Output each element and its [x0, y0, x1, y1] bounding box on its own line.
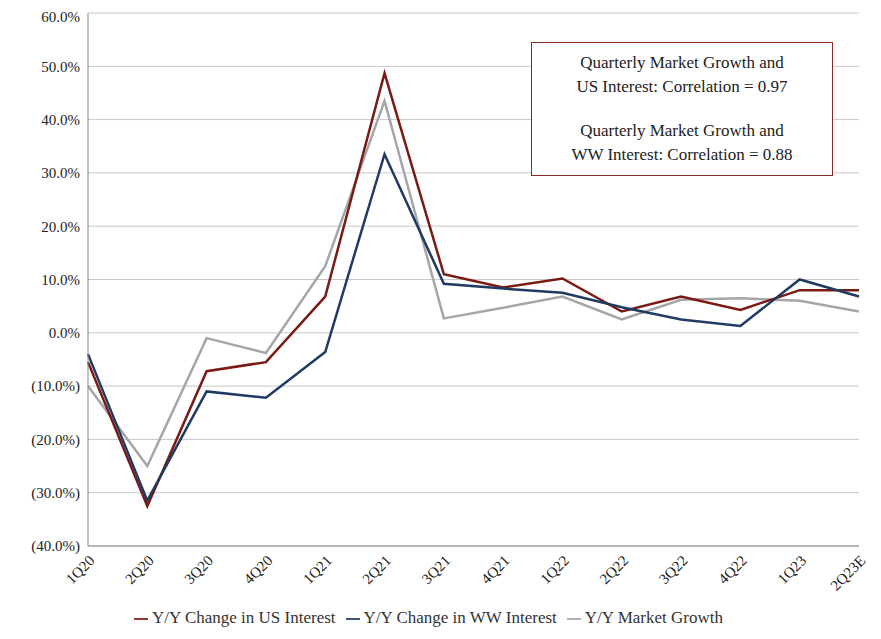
- svg-text:30.0%: 30.0%: [41, 165, 80, 181]
- svg-text:1Q23: 1Q23: [774, 552, 809, 587]
- html-text:US Interest: Correlation = 0.9: US Interest: Correlation = 0.97: [576, 77, 788, 96]
- svg-text:0.0%: 0.0%: [49, 325, 80, 341]
- svg-text:4Q20: 4Q20: [241, 552, 276, 587]
- svg-text:(40.0%): (40.0%): [31, 538, 80, 555]
- svg-text:2Q21: 2Q21: [359, 552, 394, 587]
- html-text:WW Interest: Correlation = 0.8: WW Interest: Correlation = 0.88: [571, 145, 793, 164]
- svg-text:60.0%: 60.0%: [41, 9, 80, 25]
- html-text:Y/Y Market Growth: Y/Y Market Growth: [584, 608, 723, 627]
- svg-text:10.0%: 10.0%: [41, 272, 80, 288]
- svg-text:1Q21: 1Q21: [300, 552, 335, 587]
- svg-text:2Q20: 2Q20: [122, 552, 157, 587]
- svg-text:50.0%: 50.0%: [41, 59, 80, 75]
- html-text:Quarterly Market Growth and: Quarterly Market Growth and: [580, 53, 784, 72]
- svg-text:4Q21: 4Q21: [478, 552, 513, 587]
- svg-text:40.0%: 40.0%: [41, 112, 80, 128]
- svg-text:2Q23E: 2Q23E: [827, 552, 868, 593]
- svg-text:1Q22: 1Q22: [537, 552, 572, 587]
- svg-text:2Q22: 2Q22: [597, 552, 632, 587]
- svg-text:1Q20: 1Q20: [63, 552, 98, 587]
- svg-text:3Q20: 3Q20: [181, 552, 216, 587]
- svg-text:(10.0%): (10.0%): [31, 378, 80, 395]
- svg-text:4Q22: 4Q22: [715, 552, 750, 587]
- html-text:Quarterly Market Growth and: Quarterly Market Growth and: [580, 121, 784, 140]
- svg-text:(30.0%): (30.0%): [31, 485, 80, 502]
- svg-text:3Q22: 3Q22: [656, 552, 691, 587]
- svg-text:(20.0%): (20.0%): [31, 432, 80, 449]
- svg-text:20.0%: 20.0%: [41, 219, 80, 235]
- html-text:Y/Y Change in US Interest: Y/Y Change in US Interest: [152, 608, 336, 627]
- svg-text:3Q21: 3Q21: [419, 552, 454, 587]
- html-text:Y/Y Change in WW Interest: Y/Y Change in WW Interest: [363, 608, 557, 627]
